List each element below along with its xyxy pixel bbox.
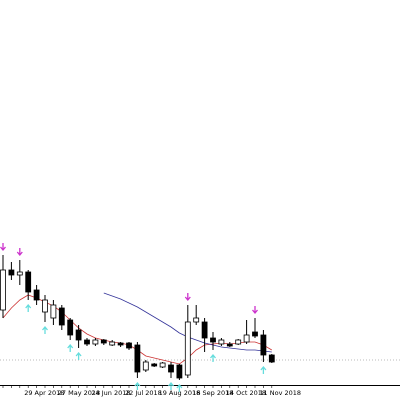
candle-body (25, 271, 32, 293)
candle-body (8, 269, 15, 276)
candle-body (75, 329, 82, 341)
candle-body (193, 317, 200, 323)
candle-body (16, 271, 23, 276)
candle-body (92, 339, 99, 345)
fractal-up-arrow (134, 381, 141, 390)
fractal-up-arrow (260, 365, 267, 374)
candle-body (33, 289, 40, 301)
fractal-up-arrow (42, 325, 48, 334)
candle-body (159, 362, 166, 368)
fractal-up-arrow (67, 343, 74, 352)
x-tick-label: 14 Oct 2018 (226, 389, 266, 397)
fractal-up-arrow (25, 303, 32, 312)
fractal-down-arrow (0, 243, 6, 252)
candle-body (58, 307, 65, 326)
x-tick-label: 11 Nov 2018 (259, 389, 301, 397)
candle-body (117, 342, 124, 346)
candle-body (260, 334, 267, 356)
candle-body (184, 321, 191, 376)
candle-body (226, 343, 233, 347)
candle-body (84, 339, 90, 345)
candle-body (100, 339, 107, 344)
candle-body (243, 334, 250, 343)
candle-body (50, 304, 57, 319)
fractal-up-arrow (75, 351, 82, 360)
candle-body (201, 321, 208, 339)
candle-body (268, 354, 275, 363)
x-tick-label: 27 May 2018 (58, 389, 100, 397)
candle-body (142, 361, 149, 371)
candle-body (218, 339, 225, 345)
x-tick-label: 22 Jul 2018 (125, 389, 162, 397)
candle-body (109, 341, 116, 346)
fractal-up-arrow (176, 383, 183, 392)
x-tick-label: 16 Sep 2018 (192, 389, 233, 397)
x-tick-label: 24 Jun 2018 (91, 389, 130, 397)
candle-body (210, 337, 216, 343)
candle-body (235, 339, 242, 345)
x-tick-label: 19 Aug 2018 (159, 389, 201, 397)
candle-body (42, 299, 48, 313)
fractal-up-arrow (210, 353, 216, 362)
candle-body (252, 331, 258, 337)
candle-body (126, 342, 132, 349)
fractal-up-arrow (168, 381, 174, 390)
candle-body (176, 364, 183, 379)
candle-body (67, 319, 74, 336)
candle-body (134, 344, 141, 373)
candle-body (0, 269, 6, 311)
fractal-down-arrow (16, 248, 23, 257)
fractal-down-arrow (184, 293, 191, 302)
fractal-down-arrow (252, 306, 258, 315)
candle-body (168, 364, 174, 373)
x-tick-label: 29 Apr 2018 (24, 389, 64, 397)
candle-body (151, 363, 158, 367)
